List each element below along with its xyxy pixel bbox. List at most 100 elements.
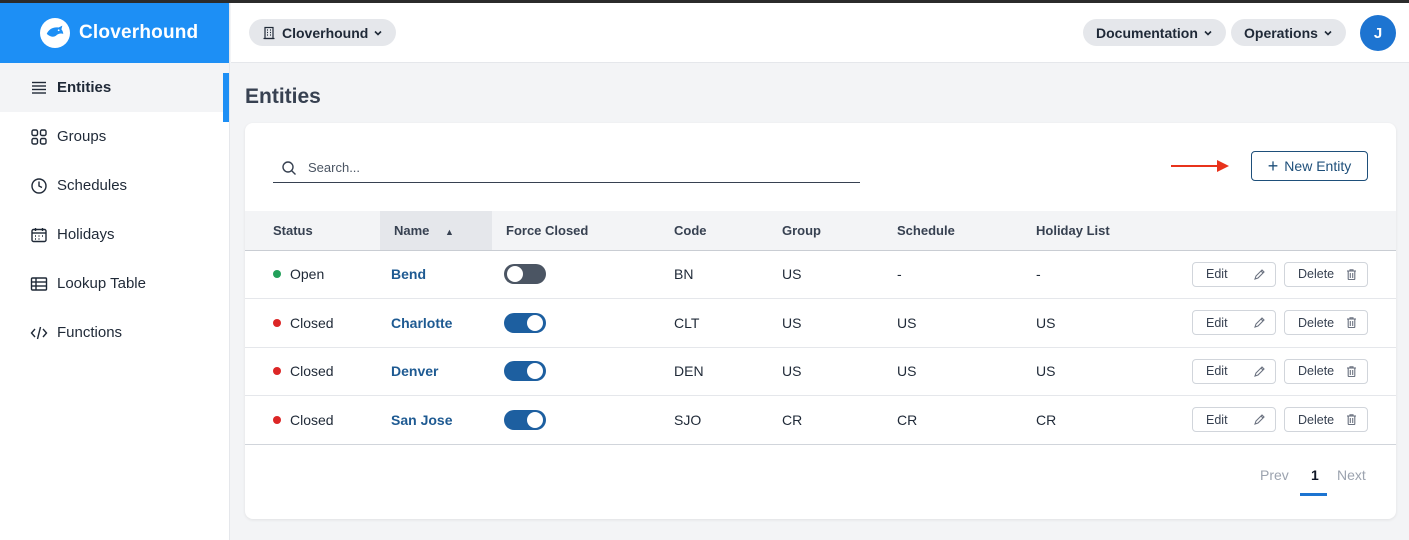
- group-cell: US: [782, 363, 802, 380]
- pagination-next[interactable]: Next: [1337, 467, 1366, 483]
- sidebar-item-label: Groups: [57, 128, 107, 145]
- force-closed-cell: [492, 396, 657, 445]
- column-header-status[interactable]: Status: [273, 222, 313, 238]
- delete-label: Delete: [1298, 315, 1335, 330]
- sidebar-item-label: Functions: [57, 324, 123, 341]
- schedule-cell: CR: [897, 411, 918, 428]
- delete-button[interactable]: Delete: [1284, 358, 1368, 384]
- edit-button[interactable]: Edit: [1192, 407, 1276, 433]
- force-closed-toggle[interactable]: [504, 361, 546, 382]
- grid-icon: [30, 128, 48, 146]
- new-entity-button[interactable]: + New Entity: [1251, 151, 1368, 181]
- sidebar-item-groups[interactable]: Groups: [0, 112, 229, 161]
- actions-cell: Edit Delete: [1154, 250, 1396, 299]
- entities-table: Status Name ▲ Force Closed Code Group Sc…: [245, 211, 1396, 445]
- chevron-down-icon: [1204, 30, 1212, 36]
- sort-ascending-icon: ▲: [445, 226, 454, 237]
- force-closed-toggle[interactable]: [504, 312, 546, 333]
- column-header-name-label: Name: [394, 222, 430, 238]
- column-header-code[interactable]: Code: [674, 222, 707, 238]
- toggle-knob: [527, 314, 543, 331]
- table-header-row: Status Name ▲ Force Closed Code Group Sc…: [245, 211, 1396, 250]
- column-header-schedule[interactable]: Schedule: [897, 222, 955, 238]
- group-cell: US: [782, 314, 802, 331]
- sidebar-item-schedules[interactable]: Schedules: [0, 161, 229, 210]
- operations-menu[interactable]: Operations: [1231, 19, 1346, 46]
- group-cell: CR: [782, 411, 803, 428]
- toggle-knob: [527, 411, 543, 428]
- brand-name: Cloverhound: [79, 22, 199, 43]
- trash-icon: [1347, 366, 1356, 377]
- sidebar-item-holidays[interactable]: Holidays: [0, 210, 229, 259]
- documentation-menu[interactable]: Documentation: [1083, 19, 1226, 46]
- sidebar-item-label: Schedules: [57, 177, 128, 194]
- holiday-list-cell: CR: [1036, 411, 1057, 428]
- force-closed-toggle[interactable]: [504, 264, 546, 285]
- chevron-down-icon: [1324, 30, 1332, 36]
- entity-name-link[interactable]: Charlotte: [391, 314, 453, 331]
- pagination-prev[interactable]: Prev: [1260, 467, 1289, 483]
- operations-menu-label: Operations: [1244, 24, 1318, 41]
- plus-icon: +: [1267, 156, 1279, 176]
- page-title: Entities: [245, 85, 321, 108]
- edit-label: Edit: [1206, 315, 1228, 330]
- edit-button[interactable]: Edit: [1192, 310, 1276, 336]
- pagination-page-1[interactable]: 1: [1311, 467, 1319, 483]
- sidebar-item-entities[interactable]: Entities: [0, 63, 229, 122]
- actions-cell: Edit Delete: [1154, 347, 1396, 396]
- toggle-knob: [527, 363, 543, 380]
- edit-button[interactable]: Edit: [1192, 358, 1276, 384]
- name-cell: Denver: [380, 347, 492, 396]
- status-dot-icon: [273, 318, 281, 327]
- documentation-menu-label: Documentation: [1096, 24, 1198, 41]
- delete-button[interactable]: Delete: [1284, 407, 1368, 433]
- delete-button[interactable]: Delete: [1284, 261, 1368, 287]
- user-avatar[interactable]: J: [1360, 15, 1396, 51]
- status-text: Closed: [290, 314, 334, 331]
- status-cell: Closed: [245, 347, 380, 396]
- building-icon: [263, 26, 275, 39]
- column-header-force-closed[interactable]: Force Closed: [506, 222, 589, 238]
- calendar-icon: [30, 226, 48, 244]
- entity-name-link[interactable]: Bend: [391, 266, 426, 283]
- delete-button[interactable]: Delete: [1284, 310, 1368, 336]
- search-input[interactable]: [308, 160, 848, 175]
- pencil-icon: [1254, 365, 1265, 377]
- edit-button[interactable]: Edit: [1192, 261, 1276, 287]
- search-bar: [273, 153, 860, 183]
- sidebar: Cloverhound Entities Groups Schedules Ho…: [0, 3, 230, 540]
- sidebar-item-functions[interactable]: Functions: [0, 308, 229, 357]
- code-icon: [30, 324, 48, 342]
- sidebar-item-lookup-table[interactable]: Lookup Table: [0, 259, 229, 308]
- delete-label: Delete: [1298, 267, 1335, 282]
- status-text: Closed: [290, 411, 334, 428]
- entity-name-link[interactable]: San Jose: [391, 411, 453, 428]
- force-closed-toggle[interactable]: [504, 409, 546, 430]
- schedule-cell: US: [897, 363, 917, 380]
- sidebar-item-label: Holidays: [57, 226, 115, 243]
- search-icon: [282, 160, 296, 175]
- window-top-border: [0, 0, 1409, 3]
- group-cell: US: [782, 266, 802, 283]
- code-cell: DEN: [674, 363, 704, 380]
- pencil-icon: [1254, 268, 1265, 280]
- org-selector[interactable]: Cloverhound: [249, 19, 397, 46]
- column-header-name[interactable]: Name ▲: [380, 211, 492, 250]
- status-text: Closed: [290, 363, 334, 380]
- sidebar-item-label: Lookup Table: [57, 275, 146, 292]
- actions-cell: Edit Delete: [1154, 396, 1396, 445]
- name-cell: Bend: [380, 250, 492, 299]
- table-icon: [30, 275, 48, 293]
- delete-label: Delete: [1298, 412, 1335, 427]
- brand-header[interactable]: Cloverhound: [0, 3, 229, 63]
- schedule-cell: -: [897, 266, 902, 283]
- edit-label: Edit: [1206, 267, 1228, 282]
- column-header-holiday-list[interactable]: Holiday List: [1036, 222, 1110, 238]
- entity-name-link[interactable]: Denver: [391, 363, 439, 380]
- sidebar-nav: Entities Groups Schedules Holidays Looku…: [0, 63, 229, 357]
- status-text: Open: [290, 266, 325, 283]
- status-dot-icon: [273, 415, 281, 424]
- pencil-icon: [1254, 317, 1265, 329]
- column-header-group[interactable]: Group: [782, 222, 821, 238]
- code-cell: CLT: [674, 314, 700, 331]
